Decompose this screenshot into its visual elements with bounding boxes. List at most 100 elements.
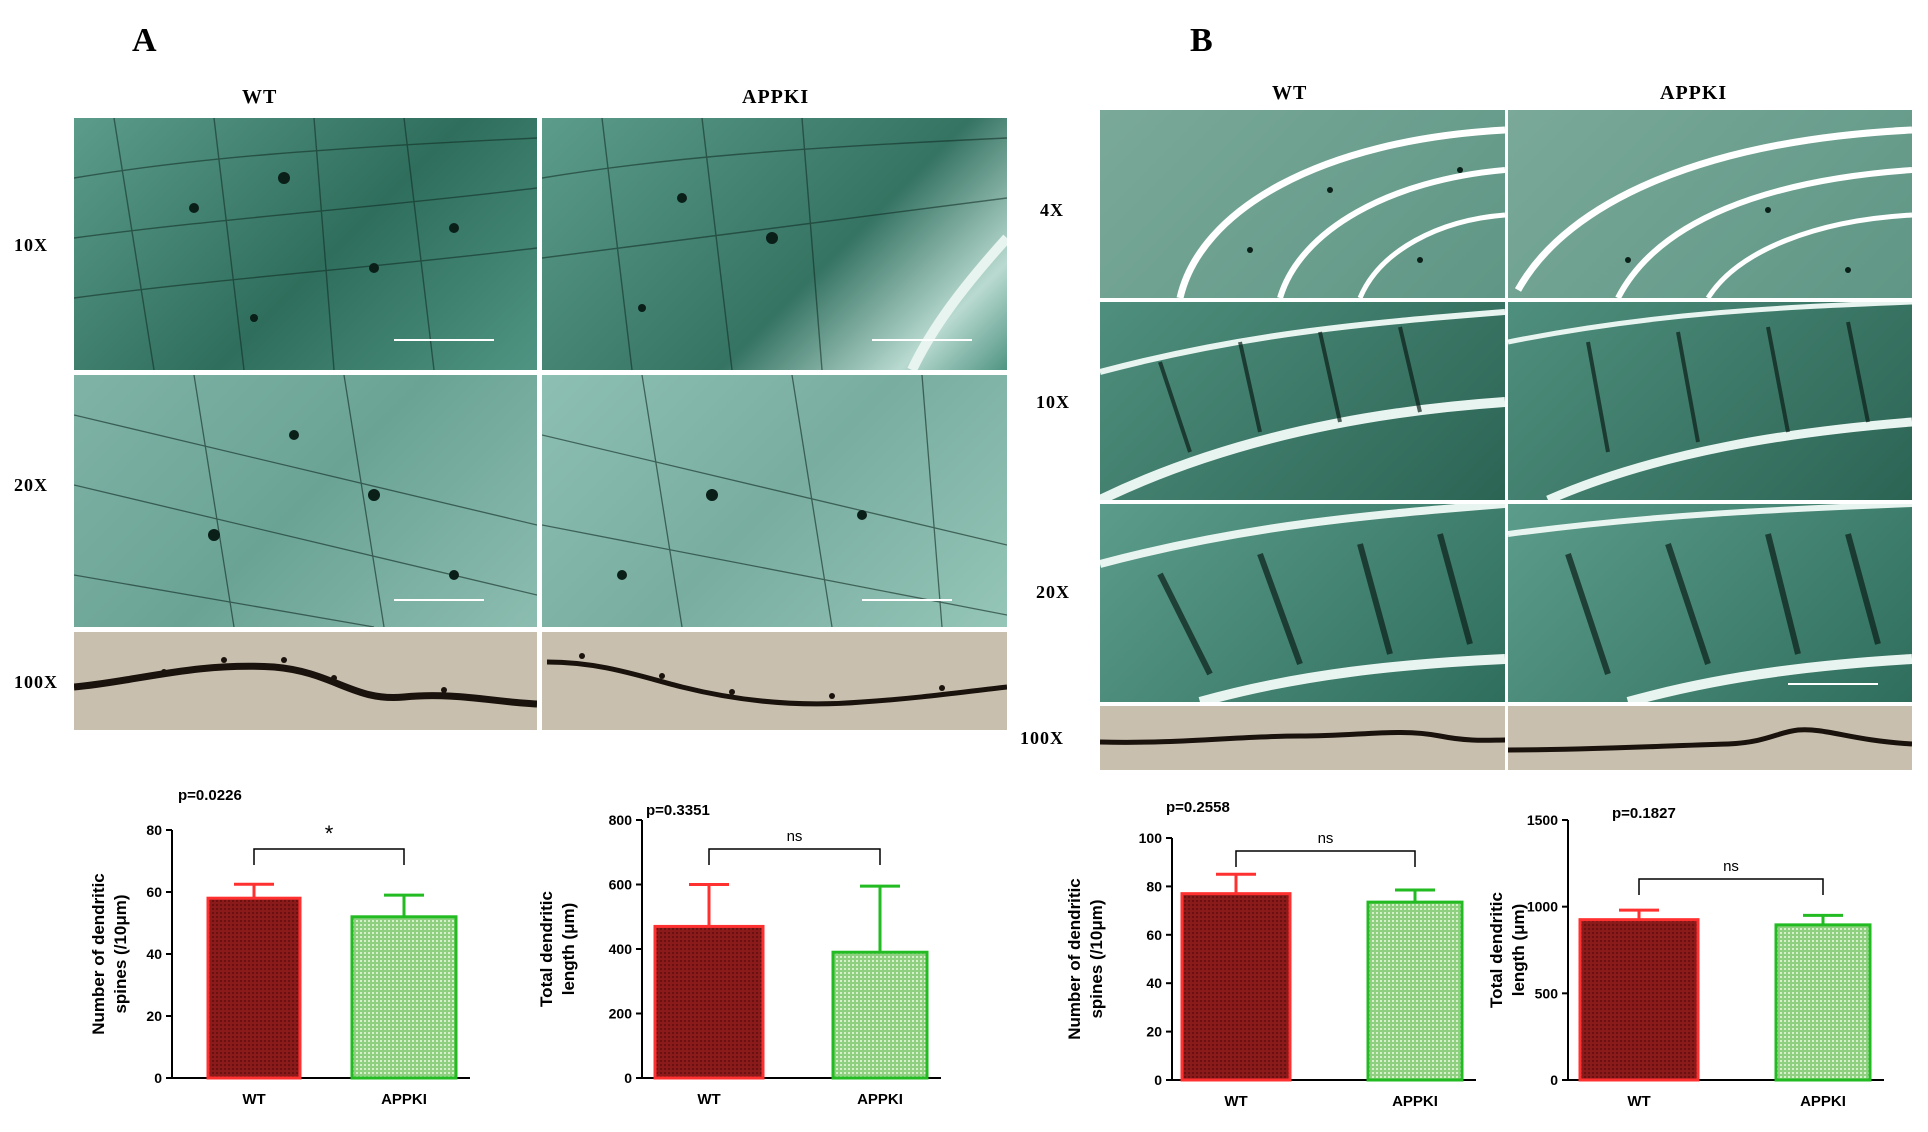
micrograph-a-wt-20x	[74, 375, 537, 627]
x-tick-label: APPKI	[857, 1091, 903, 1108]
micrograph-a-appki-20x	[542, 375, 1007, 627]
micrograph-b-appki-20x-texture	[1508, 504, 1912, 702]
panel-b-row-4x: 4X	[1040, 200, 1064, 220]
bar-chart-a-0: 0 20 40 60 80 WT APPKI * p=0.0226 Number of dendr…	[89, 787, 470, 1108]
micrograph-a-wt-100x-texture	[74, 657, 537, 708]
micrograph-b-appki-10x-texture	[1508, 302, 1912, 500]
panel-a-row-10x: 10X	[14, 235, 48, 255]
micrograph-a-wt-10x-texture	[74, 118, 537, 370]
micrograph-b-appki-4x	[1508, 110, 1912, 298]
significance-label: ns	[787, 828, 803, 845]
panel-b-col-appki: APPKI	[1660, 82, 1728, 104]
x-tick-label: WT	[1627, 1093, 1650, 1110]
significance-label: ns	[1723, 858, 1739, 875]
micrograph-b-wt-100x-texture	[1100, 729, 1505, 745]
panel-a-letter: A	[132, 22, 157, 59]
y-tick-label: 0	[154, 1070, 162, 1086]
y-axis-label: Total dendritic length (μm)	[1487, 892, 1528, 1008]
y-axis-label-line2: spines (/10μm)	[1087, 899, 1106, 1018]
micrograph-b-wt-10x	[1100, 302, 1505, 500]
y-tick-label: 60	[1146, 927, 1162, 943]
panel-a-row-100x: 100X	[14, 672, 58, 692]
y-axis-label-line1: Number of dendritic	[89, 873, 108, 1035]
y-tick-label: 20	[146, 1008, 162, 1024]
significance-bracket	[253, 848, 405, 865]
y-tick-label: 800	[609, 812, 633, 828]
bar-wt	[206, 896, 302, 1080]
p-value: p=0.2558	[1166, 799, 1230, 816]
y-tick-label: 1500	[1527, 812, 1558, 828]
panel-b-row-10x: 10X	[1036, 392, 1070, 412]
panel-b-row-20x: 20X	[1036, 582, 1070, 602]
y-tick-label: 0	[1154, 1072, 1162, 1088]
bar-appki	[831, 950, 929, 1080]
y-tick-label: 100	[1139, 830, 1163, 846]
panel-b-row-100x: 100X	[1020, 728, 1064, 748]
y-tick-label: 400	[609, 941, 633, 957]
y-tick-label: 20	[1146, 1024, 1162, 1040]
micrograph-b-appki-4x-texture	[1514, 126, 1912, 298]
significance-bracket	[708, 848, 881, 865]
bar-wt	[1180, 892, 1292, 1082]
micrograph-b-appki-20x	[1508, 504, 1912, 702]
micrograph-a-appki-10x	[542, 118, 1007, 370]
bar-chart-b-2: 0 20 40 60 80 100 WT APPKI ns p=0.2558 Number of d…	[1065, 799, 1476, 1110]
y-tick-label: 40	[1146, 975, 1162, 991]
x-tick-label: APPKI	[1392, 1093, 1438, 1110]
micrograph-a-wt-20x-texture	[74, 375, 537, 627]
y-axis-label: Number of dendritic spines (/10μm)	[89, 873, 130, 1035]
y-tick-label: 80	[1146, 878, 1162, 894]
micrograph-a-appki-100x-texture	[546, 653, 1007, 707]
y-axis-label-line2: spines (/10μm)	[111, 894, 130, 1013]
micrograph-b-wt-20x-texture	[1100, 504, 1505, 702]
x-tick-label: WT	[697, 1091, 720, 1108]
bar-wt	[1578, 918, 1700, 1082]
y-axis-label-line1: Total dendritic	[1487, 892, 1506, 1008]
y-tick-label: 60	[146, 884, 162, 900]
panel-a-col-wt: WT	[242, 86, 278, 108]
x-tick-label: WT	[1224, 1093, 1247, 1110]
y-axis-label: Total dendritic length (μm)	[537, 891, 578, 1007]
micrograph-b-appki-100x	[1508, 706, 1912, 770]
panel-a-row-20x: 20X	[14, 475, 48, 495]
significance-bracket	[1638, 878, 1824, 895]
p-value: p=0.0226	[178, 787, 242, 804]
micrograph-b-wt-4x-texture	[1176, 126, 1505, 298]
micrograph-b-wt-20x	[1100, 504, 1505, 702]
micrograph-a-wt-10x	[74, 118, 537, 370]
p-value: p=0.1827	[1612, 805, 1676, 822]
bar-appki	[350, 915, 458, 1080]
panel-a-col-appki: APPKI	[742, 86, 810, 108]
bar-appki	[1366, 900, 1464, 1082]
micrograph-a-wt-100x	[74, 632, 537, 730]
x-tick-label: APPKI	[1800, 1093, 1846, 1110]
bar-chart-b-3: 0 500 1000 1500 WT APPKI ns p=0.1827 Total dendr…	[1487, 805, 1884, 1110]
p-value: p=0.3351	[646, 802, 710, 819]
y-tick-label: 200	[609, 1006, 633, 1022]
y-tick-label: 1000	[1527, 899, 1558, 915]
y-tick-label: 40	[146, 946, 162, 962]
micrograph-b-appki-100x-texture	[1508, 727, 1912, 753]
y-axis-label-line1: Number of dendritic	[1065, 878, 1084, 1040]
y-tick-label: 500	[1535, 985, 1559, 1001]
y-tick-label: 0	[1550, 1072, 1558, 1088]
micrograph-b-wt-10x-texture	[1100, 309, 1505, 500]
significance-label: ns	[1318, 830, 1334, 847]
y-tick-label: 600	[609, 877, 633, 893]
micrograph-b-appki-10x	[1508, 302, 1912, 500]
significance-bracket	[1235, 850, 1416, 867]
y-axis-label-line1: Total dendritic	[537, 891, 556, 1007]
bar-appki	[1774, 923, 1872, 1082]
bar-chart-a-1: 0 200 400 600 800 WT APPKI ns p=0.3351 Total dend…	[537, 802, 941, 1108]
x-tick-label: APPKI	[381, 1091, 427, 1108]
y-axis-label-line2: length (μm)	[559, 903, 578, 996]
micrograph-a-appki-10x-texture	[542, 118, 1007, 370]
micrograph-a-appki-100x	[542, 632, 1007, 730]
bar-wt	[653, 924, 765, 1080]
micrograph-b-wt-4x	[1100, 110, 1505, 298]
panel-b-col-wt: WT	[1272, 82, 1308, 104]
x-tick-label: WT	[242, 1091, 265, 1108]
y-tick-label: 80	[146, 822, 162, 838]
y-axis-label: Number of dendritic spines (/10μm)	[1065, 878, 1106, 1040]
